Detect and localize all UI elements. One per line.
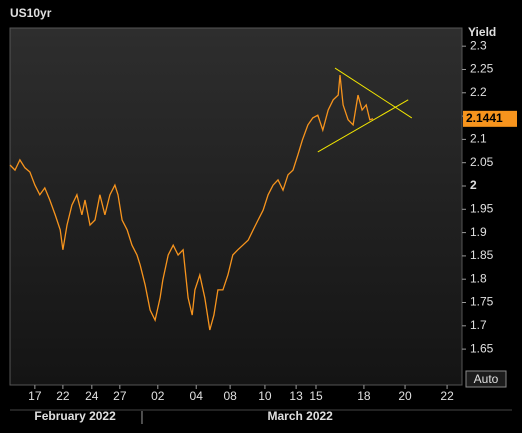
y-tick-label: 1.65 bbox=[470, 341, 494, 355]
auto-button-label[interactable]: Auto bbox=[474, 372, 499, 386]
y-axis-label: Yield bbox=[468, 25, 496, 39]
month-label: March 2022 bbox=[267, 409, 333, 423]
x-tick-label: 22 bbox=[56, 389, 70, 403]
x-tick-label: 13 bbox=[289, 389, 303, 403]
x-tick-label: 15 bbox=[309, 389, 323, 403]
x-tick-label: 17 bbox=[28, 389, 42, 403]
x-tick-label: 20 bbox=[398, 389, 412, 403]
x-tick-label: 18 bbox=[357, 389, 371, 403]
trendline bbox=[334, 67, 413, 119]
y-tick-label: 2.25 bbox=[470, 62, 494, 76]
y-tick-label: 1.75 bbox=[470, 295, 494, 309]
month-label: February 2022 bbox=[34, 409, 116, 423]
x-tick-label: 02 bbox=[151, 389, 165, 403]
y-tick-label: 1.95 bbox=[470, 201, 494, 215]
y-tick-label: 1.9 bbox=[470, 225, 487, 239]
chart-title: US10yr bbox=[10, 6, 52, 20]
x-tick-label: 04 bbox=[190, 389, 204, 403]
y-tick-label: 2.1 bbox=[470, 132, 487, 146]
x-tick-label: 22 bbox=[440, 389, 454, 403]
x-tick-label: 08 bbox=[223, 389, 237, 403]
y-tick-label: 2.05 bbox=[470, 155, 494, 169]
auto-button[interactable] bbox=[465, 370, 507, 388]
y-tick-label: 1.85 bbox=[470, 248, 494, 262]
yield-line bbox=[9, 75, 374, 331]
trendline bbox=[317, 99, 409, 153]
last-value-label: 2.1441 bbox=[466, 111, 503, 125]
y-tick-label: 1.7 bbox=[470, 318, 487, 332]
y-tick-label: 2.3 bbox=[470, 38, 487, 52]
last-value-box bbox=[463, 110, 517, 127]
y-tick-label: 2 bbox=[470, 178, 477, 192]
y-tick-label: 2.2 bbox=[470, 85, 487, 99]
x-tick-label: 24 bbox=[85, 389, 99, 403]
x-tick-label: 10 bbox=[258, 389, 272, 403]
y-tick-label: 1.8 bbox=[470, 271, 487, 285]
plot-area bbox=[9, 27, 463, 386]
x-tick-label: 27 bbox=[113, 389, 127, 403]
